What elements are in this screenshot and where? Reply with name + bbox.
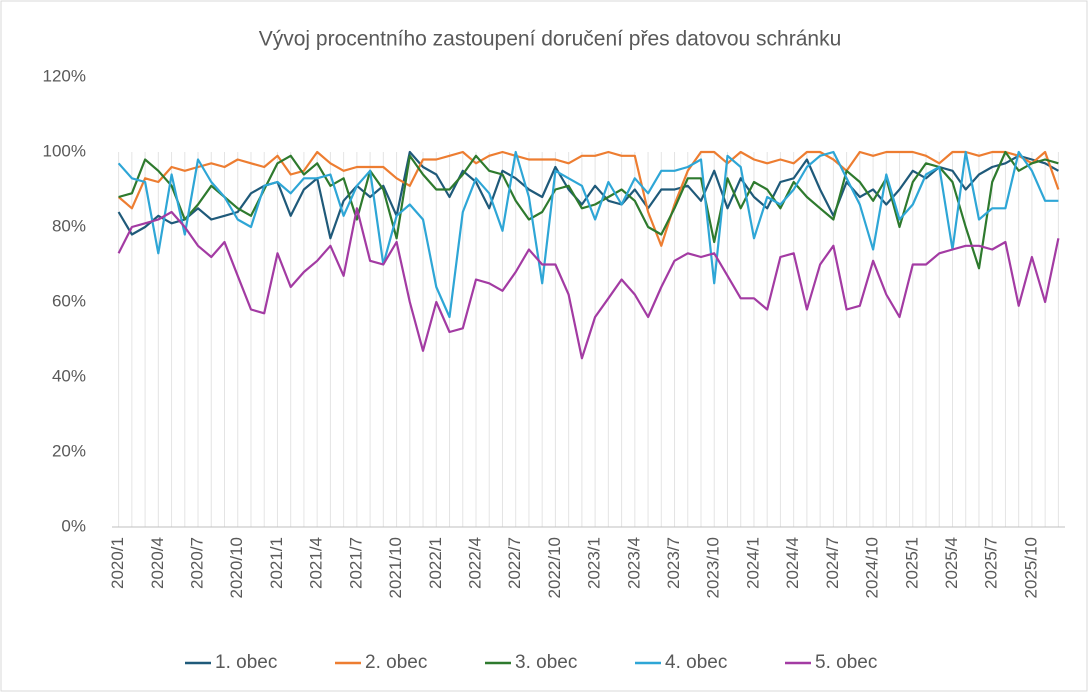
y-tick-label: 120% (43, 66, 86, 85)
x-tick-label: 2023/7 (664, 537, 683, 589)
x-tick-label: 2020/10 (227, 537, 246, 598)
legend-label: 2. obec (365, 652, 427, 673)
y-tick-label: 40% (52, 366, 86, 385)
x-tick-label: 2022/10 (545, 537, 564, 598)
chart-title: Vývoj procentního zastoupení doručení př… (259, 28, 842, 51)
x-tick-label: 2025/7 (982, 537, 1001, 589)
series-line (118, 150, 1059, 270)
x-tick-label: 2022/4 (465, 537, 484, 589)
x-tick-label: 2020/4 (148, 537, 167, 589)
legend-label: 5. obec (815, 652, 877, 673)
x-tick-label: 2021/4 (307, 537, 326, 589)
legend-label: 4. obec (665, 652, 727, 673)
x-tick-label: 2024/4 (783, 537, 802, 589)
x-tick-label: 2021/10 (386, 537, 405, 598)
y-tick-label: 60% (52, 291, 86, 310)
x-tick-label: 2025/4 (942, 537, 961, 589)
x-tick-label: 2023/10 (704, 537, 723, 598)
x-tick-label: 2020/1 (108, 537, 127, 589)
y-tick-label: 20% (52, 441, 86, 460)
series-line (117, 150, 1059, 319)
x-tick-label: 2023/4 (624, 537, 643, 589)
x-tick-label: 2025/10 (1021, 537, 1040, 598)
x-tick-label: 2023/1 (585, 537, 604, 589)
x-tick-label: 2022/7 (505, 537, 524, 589)
y-tick-label: 80% (52, 216, 86, 235)
y-tick-label: 0% (61, 516, 86, 535)
legend-label: 1. obec (215, 652, 277, 673)
x-tick-label: 2021/1 (267, 537, 286, 589)
legend-label: 3. obec (515, 652, 577, 673)
x-tick-label: 2024/10 (863, 537, 882, 598)
y-tick-label: 100% (43, 141, 86, 160)
x-tick-label: 2025/1 (902, 537, 921, 589)
x-tick-label: 2024/1 (743, 537, 762, 589)
x-tick-label: 2024/7 (823, 537, 842, 589)
series-line (117, 150, 1060, 247)
x-tick-label: 2021/7 (346, 537, 365, 589)
x-tick-label: 2020/7 (188, 537, 207, 589)
series-line (117, 207, 1060, 360)
x-tick-label: 2022/1 (426, 537, 445, 589)
